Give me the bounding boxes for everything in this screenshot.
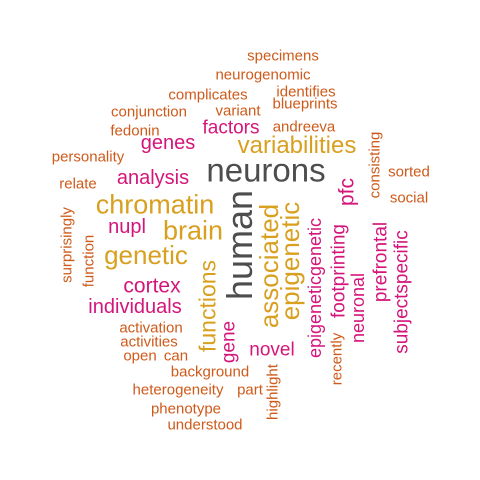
word-sorted: sorted: [388, 163, 430, 181]
word-genetic: genetic: [104, 240, 188, 270]
word-neuronal: neuronal: [348, 272, 368, 344]
word-cortex: cortex: [123, 274, 181, 298]
word-analysis: analysis: [116, 167, 190, 189]
word-complicates: complicates: [168, 86, 248, 104]
word-heterogeneity: heterogeneity: [132, 381, 224, 399]
word-chromatin: chromatin: [95, 189, 215, 220]
word-understood: understood: [167, 416, 243, 434]
word-recently: recently: [328, 332, 346, 386]
word-novel: novel: [249, 339, 295, 361]
word-functions: functions: [194, 259, 221, 353]
word-individuals: individuals: [88, 296, 182, 318]
word-prefrontal: prefrontal: [370, 221, 392, 303]
word-highlight: highlight: [264, 364, 282, 420]
word-footprinting: footprinting: [328, 223, 350, 319]
word-consisting: consisting: [366, 131, 384, 199]
word-epigeneticgenetic: epigeneticgenetic: [305, 217, 325, 359]
word-pfc: pfc: [335, 177, 359, 207]
word-social: social: [389, 189, 429, 207]
word-phenotype: phenotype: [150, 400, 222, 418]
word-identifies: identifies: [276, 83, 336, 101]
word-activation: activation: [119, 319, 183, 337]
word-genes: genes: [140, 132, 196, 154]
word-neurons: neurons: [206, 151, 326, 189]
word-surprisingly: surprisingly: [58, 207, 76, 283]
word-open: open: [123, 347, 157, 365]
word-brain: brain: [162, 215, 224, 246]
word-personality: personality: [51, 148, 125, 166]
word-blueprints: blueprints: [272, 95, 338, 113]
word-factors: factors: [202, 117, 260, 139]
word-activities: activities: [120, 333, 178, 351]
word-neurogenomic: neurogenomic: [215, 66, 311, 84]
word-can: can: [163, 347, 189, 365]
word-function: function: [80, 234, 98, 288]
word-gene: gene: [218, 320, 240, 364]
word-conjunction: conjunction: [111, 103, 187, 121]
word-epigenetic: epigenetic: [275, 201, 305, 321]
word-nupl: nupl: [108, 216, 146, 238]
word-fedonin: fedonin: [110, 122, 160, 140]
word-specimens: specimens: [247, 47, 319, 65]
word-relate: relate: [59, 175, 97, 193]
word-human: human: [219, 189, 260, 301]
word-variant: variant: [215, 102, 261, 120]
word-background: background: [170, 363, 250, 381]
word-part: part: [237, 381, 263, 399]
word-subjectspecific: subjectspecific: [391, 230, 413, 354]
word-variabilities: variabilities: [237, 132, 357, 159]
word-andreeva: andreeva: [272, 118, 336, 136]
